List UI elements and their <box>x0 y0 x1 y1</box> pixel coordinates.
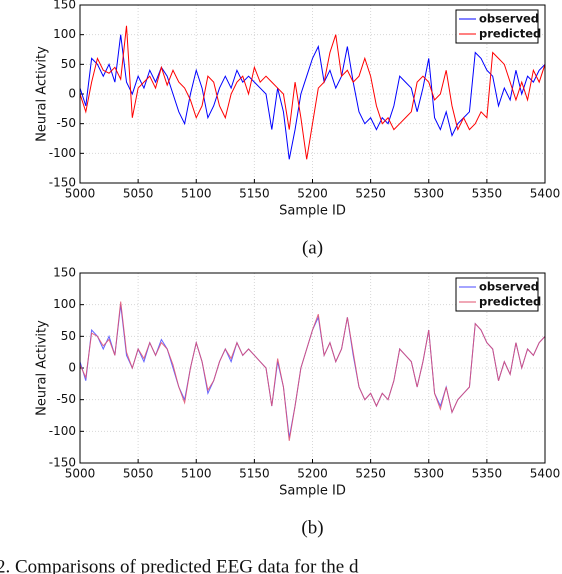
x-tick-label: 5300 <box>413 187 444 201</box>
y-tick-label: 0 <box>68 361 76 375</box>
x-tick-label: 5100 <box>181 187 212 201</box>
y-tick-label: 150 <box>53 266 76 280</box>
y-tick-label: -150 <box>49 176 76 190</box>
legend-label: observed <box>479 280 539 294</box>
y-tick-label: -50 <box>56 116 76 130</box>
y-axis-label: Neural Activity <box>35 320 50 416</box>
data-line <box>80 301 545 441</box>
x-tick-label: 5350 <box>472 467 503 481</box>
y-tick-label: 50 <box>61 57 76 71</box>
y-tick-label: -150 <box>49 456 76 470</box>
x-tick-label: 5350 <box>472 187 503 201</box>
x-tick-label: 5400 <box>530 187 561 201</box>
plot-frame <box>79 272 546 464</box>
x-tick-label: 5150 <box>239 187 270 201</box>
y-tick-label: -100 <box>49 146 76 160</box>
data-line <box>80 34 545 160</box>
x-tick-label: 5400 <box>530 467 561 481</box>
data-line <box>80 25 545 160</box>
y-tick-label: 100 <box>53 27 76 41</box>
y-tick-label: 0 <box>68 87 76 101</box>
x-tick-label: 5300 <box>413 467 444 481</box>
x-tick-label: 5250 <box>355 467 386 481</box>
plot-frame <box>79 4 546 184</box>
y-tick-label: 150 <box>53 0 76 12</box>
legend-label: predicted <box>479 27 541 41</box>
legend-label: predicted <box>479 295 541 309</box>
legend-label: observed <box>479 12 539 26</box>
y-tick-label: -50 <box>56 392 76 406</box>
chart-panel: -150 -100 -50 0 50 100 150 5000 5050 5100 5150 5200… <box>35 0 561 258</box>
x-tick-label: 5150 <box>239 467 270 481</box>
chart-panel: -150 -100 -50 0 50 100 150 5000 5050 5100 5150 5200… <box>35 266 561 539</box>
y-tick-label: 50 <box>61 329 76 343</box>
y-tick-label: 100 <box>53 297 76 311</box>
panel-label: (a) <box>302 237 323 258</box>
panel-label: (b) <box>301 517 323 538</box>
x-tick-label: 5050 <box>123 467 154 481</box>
x-tick-label: 5100 <box>181 467 212 481</box>
x-axis-label: Sample ID <box>279 484 346 499</box>
y-tick-label: -100 <box>49 424 76 438</box>
x-tick-label: 5000 <box>65 467 96 481</box>
legend-box <box>455 277 539 312</box>
x-axis-label: Sample ID <box>279 204 346 219</box>
figure-caption: 2. Comparisons of predicted EEG data for… <box>0 556 359 574</box>
x-tick-label: 5050 <box>123 187 154 201</box>
x-tick-label: 5200 <box>297 467 328 481</box>
y-axis-label: Neural Activity <box>35 46 50 142</box>
x-tick-label: 5250 <box>355 187 386 201</box>
x-tick-label: 5200 <box>297 187 328 201</box>
x-tick-label: 5000 <box>65 187 96 201</box>
legend-box <box>455 9 539 44</box>
